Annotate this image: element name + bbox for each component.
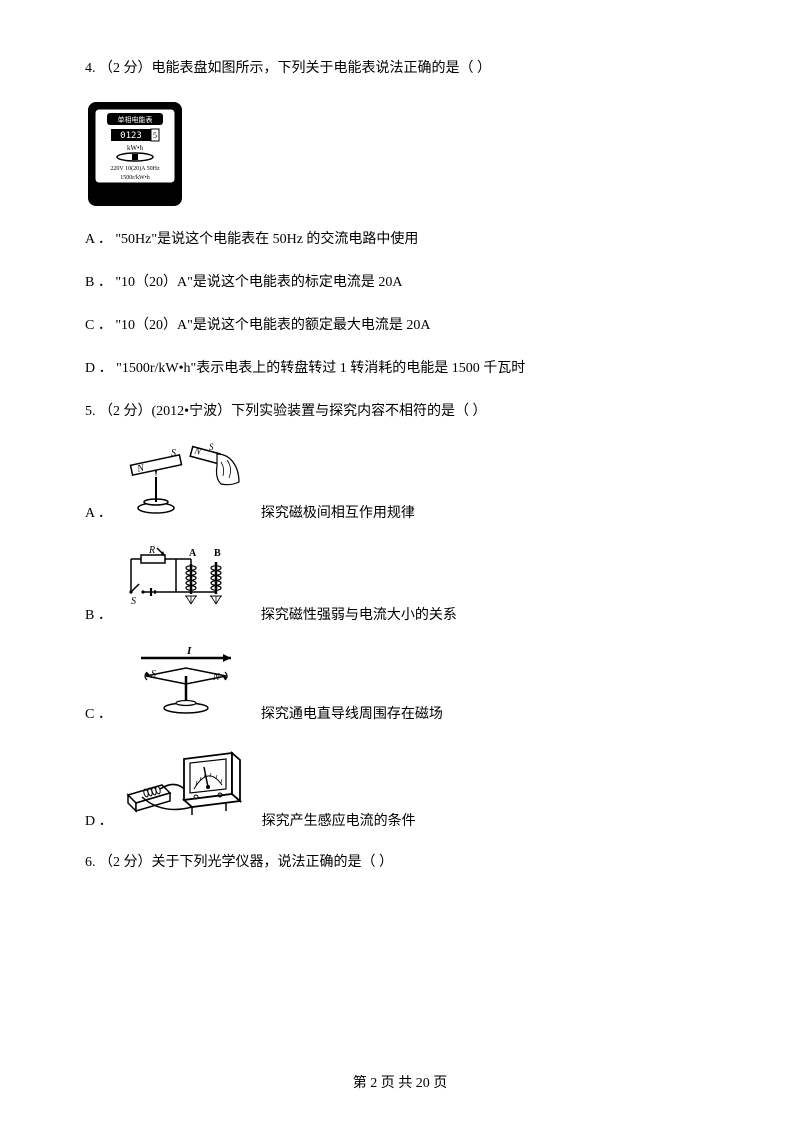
svg-text:A: A [189, 548, 197, 559]
q5-a-text: 探究磁极间相互作用规律 [261, 506, 415, 521]
meter-unit: kW•h [127, 144, 144, 152]
q5-diagram-d [122, 745, 252, 832]
svg-text:S: S [171, 448, 176, 459]
q5-option-a: A ． N S N S 探究磁极间相互作用规律 [85, 442, 715, 524]
svg-text:B: B [214, 548, 221, 559]
svg-text:S: S [131, 596, 136, 607]
meter-spec2: 1500r/kW•h [120, 175, 149, 181]
meter-reading: 0123 [120, 131, 142, 141]
q5-b-prefix: B ． [85, 608, 112, 623]
q4-option-a: A ． "50Hz"是说这个电能表在 50Hz 的交流电路中使用 [85, 229, 715, 250]
q5-c-text: 探究通电直导线周围存在磁场 [261, 707, 443, 722]
svg-text:5: 5 [153, 131, 157, 140]
meter-title: 单相电能表 [118, 115, 153, 124]
q5-b-text: 探究磁性强弱与电流大小的关系 [261, 608, 457, 623]
footer-suffix: 页 [430, 1076, 448, 1091]
q5-d-text: 探究产生感应电流的条件 [262, 814, 416, 829]
q5-c-prefix: C ． [85, 707, 112, 722]
q5-option-d: D ． [85, 745, 715, 832]
svg-text:I: I [186, 646, 192, 657]
q5-stem: 5. （2 分）(2012•宁波）下列实验装置与探究内容不相符的是（ ） [85, 401, 715, 422]
q5-diagram-a: N S N S [121, 442, 251, 524]
q5-diagram-b: R S A [121, 544, 251, 626]
q5-option-c: C ． I S N 探究通电直导线周围存在磁场 [85, 646, 715, 725]
q5-option-b: B ． R S A [85, 544, 715, 626]
footer-total: 20 [416, 1076, 430, 1091]
q5-diagram-c: I S N [121, 646, 251, 725]
q4-option-b: B ． "10（20）A"是说这个电能表的标定电流是 20A [85, 272, 715, 293]
q4-meter-image: 单相电能表 0123 5 kW•h 220V 10(20)A 50Hz 1500… [85, 99, 715, 209]
svg-text:N: N [212, 672, 221, 683]
q5-d-prefix: D ． [85, 814, 113, 829]
q4-stem: 4. （2 分）电能表盘如图所示，下列关于电能表说法正确的是（ ） [85, 58, 715, 79]
q4-option-d: D ． "1500r/kW•h"表示电表上的转盘转过 1 转消耗的电能是 150… [85, 358, 715, 379]
page-content: 4. （2 分）电能表盘如图所示，下列关于电能表说法正确的是（ ） 单相电能表 … [0, 0, 800, 873]
page-footer: 第 2 页 共 20 页 [0, 1072, 800, 1092]
svg-text:S: S [209, 442, 214, 452]
q5-a-prefix: A ． [85, 506, 112, 521]
footer-prefix: 第 [353, 1076, 371, 1091]
footer-mid: 页 共 [377, 1076, 416, 1091]
svg-text:S: S [151, 669, 156, 680]
q6-stem: 6. （2 分）关于下列光学仪器，说法正确的是（ ） [85, 852, 715, 873]
svg-text:R: R [148, 545, 155, 556]
meter-spec1: 220V 10(20)A 50Hz [110, 165, 160, 172]
q4-option-c: C ． "10（20）A"是说这个电能表的额定最大电流是 20A [85, 315, 715, 336]
